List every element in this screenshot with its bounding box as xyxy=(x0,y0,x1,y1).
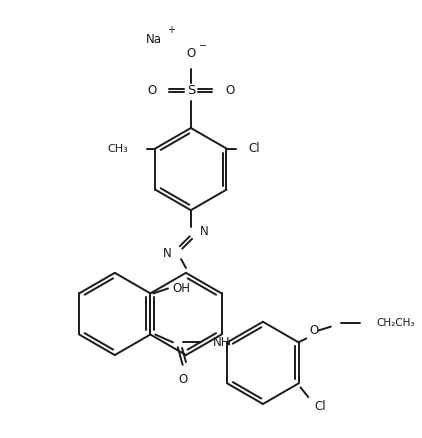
Text: O: O xyxy=(186,47,195,60)
Text: O: O xyxy=(147,84,156,97)
Text: NH: NH xyxy=(213,336,230,349)
Text: OH: OH xyxy=(173,282,191,295)
Text: S: S xyxy=(187,84,195,97)
Text: N: N xyxy=(200,225,209,238)
Text: O: O xyxy=(310,324,319,337)
Text: O: O xyxy=(225,84,235,97)
Text: CH₃: CH₃ xyxy=(107,144,128,154)
Text: O: O xyxy=(178,373,187,386)
Text: N: N xyxy=(163,247,172,260)
Text: −: − xyxy=(198,41,207,51)
Text: Cl: Cl xyxy=(248,142,260,155)
Text: CH₂CH₃: CH₂CH₃ xyxy=(377,318,415,328)
Text: Cl: Cl xyxy=(314,400,326,413)
Text: Na: Na xyxy=(146,33,162,46)
Text: +: + xyxy=(167,25,175,35)
